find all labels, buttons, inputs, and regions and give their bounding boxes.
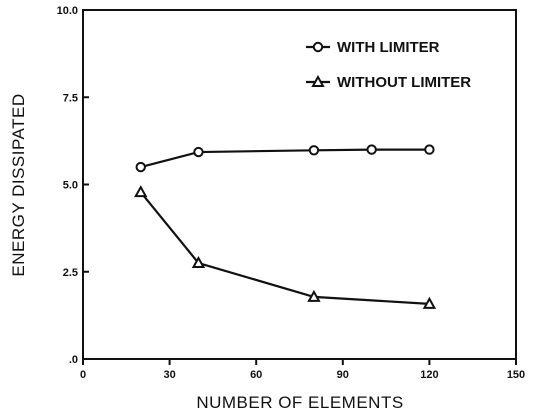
series-line-1 [139, 191, 430, 305]
series-0-point-2 [308, 145, 320, 156]
series-0-point-3 [366, 144, 377, 155]
series-0 [135, 144, 435, 173]
x-tick-label-0: 0 [80, 369, 86, 381]
legend-marker-0 [312, 41, 324, 53]
y-tick-label-5.0: 5.0 [63, 180, 78, 192]
series-1-point-2 [307, 289, 321, 302]
y-tick-label-.0: .0 [69, 354, 78, 366]
x-tick-label-150: 150 [507, 369, 525, 381]
x-tick-label-120: 120 [420, 369, 438, 381]
x-tick-label-90: 90 [337, 369, 349, 381]
series-1-point-0 [134, 185, 148, 198]
series-1-point-1 [191, 255, 206, 269]
series-layer [134, 144, 437, 309]
series-0-point-1 [193, 146, 204, 158]
x-tick-label-60: 60 [250, 369, 262, 381]
series-0-point-0 [135, 161, 146, 173]
series-line-0 [140, 148, 430, 169]
series-1-point-3 [422, 296, 437, 309]
series-0-point-4 [424, 144, 435, 155]
legend-marker-1 [311, 74, 325, 87]
legend-label-1: WITHOUT LIMITER [337, 74, 471, 91]
axes: 0 30 60 90 120 150 .0 2.5 5.0 7.5 10.0 [57, 5, 526, 381]
y-axis-title: ENERGY DISSIPATED [9, 93, 28, 276]
legend: WITH LIMITER WITHOUT LIMITER [306, 39, 471, 91]
y-tick-label-2.5: 2.5 [63, 267, 78, 279]
x-axis-title: NUMBER OF ELEMENTS [196, 393, 403, 412]
legend-label-0: WITH LIMITER [337, 39, 440, 56]
series-1 [134, 185, 437, 309]
plot-frame [82, 9, 517, 360]
y-tick-label-10.0: 10.0 [57, 5, 78, 17]
x-tick-label-30: 30 [163, 369, 175, 381]
y-tick-label-7.5: 7.5 [63, 92, 78, 104]
